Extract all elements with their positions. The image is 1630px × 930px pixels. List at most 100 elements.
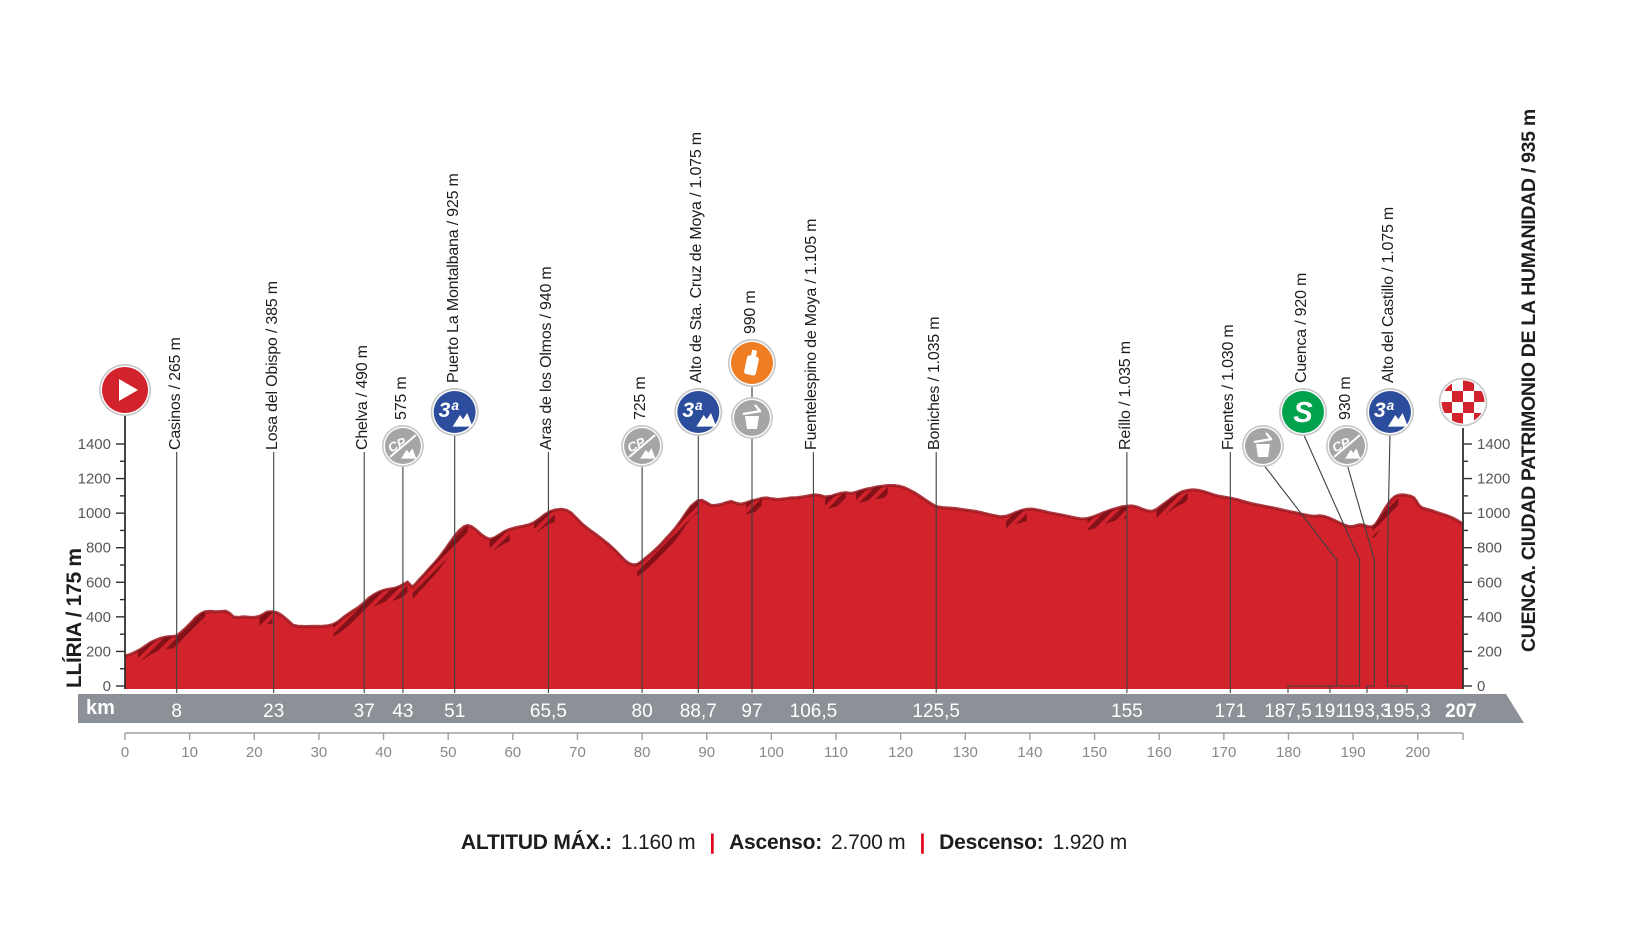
litter-zone-icon	[1242, 425, 1284, 467]
ruler-tick-label: 80	[634, 744, 651, 761]
km-bar-value-alto-sta-cruz-de-moya: 88,7	[680, 701, 717, 722]
finish-town-label: CUENCA. CIUDAD PATRIMONIO DE LA HUMANIDA…	[1518, 109, 1540, 652]
left-altitude-axis: 0 200 400 600 800 1000 1200 1400	[78, 392, 126, 695]
km-bar-value-reillo: 155	[1111, 701, 1143, 722]
ruler-tick-label: 30	[311, 744, 328, 761]
mountain-glyph	[1345, 448, 1361, 459]
cp-slash	[389, 434, 417, 458]
ruler-tick-label: 20	[246, 744, 263, 761]
axis-tick-label: 1400	[78, 436, 111, 453]
ascent-label: Ascenso:	[729, 831, 822, 854]
km-bar-value-cp-725: 80	[632, 701, 653, 722]
waypoint-label-losa-del-obispo: Losa del Obispo / 385 m	[263, 281, 281, 450]
axis-tick-label: 600	[1477, 574, 1502, 591]
axis-tick-label: 1000	[1477, 505, 1510, 522]
km-bar-value-cuenca-sprint: 191	[1314, 701, 1346, 722]
cat3-text: 3ª	[1374, 399, 1395, 422]
km-bar-value-alto-del-castillo: 195,3	[1383, 701, 1431, 722]
axis-tick-label: 0	[1477, 678, 1485, 695]
ruler-tick-label: 90	[698, 744, 715, 761]
trash-bin-body	[744, 416, 759, 429]
climb-hatch-band	[534, 510, 555, 535]
stage-stats: ALTITUD MÁX.: 1.160 m | Ascenso: 2.700 m…	[125, 831, 1463, 855]
checker-square	[1463, 380, 1474, 391]
ruler-tick-label: 50	[440, 744, 457, 761]
ascent-value: 2.700 m	[831, 831, 906, 854]
distance-ruler: 0 10 20 30 40 50 60 70 80 90 100 110 120 130 140 150 160…	[121, 732, 1464, 761]
cp-text: CP	[625, 434, 648, 455]
right-altitude-axis: 0 200 400 600 800 1000 1200 1400	[1462, 428, 1510, 695]
km-bar-value-finish: 207	[1445, 701, 1477, 722]
cp-text: CP	[386, 434, 409, 455]
ruler-tick-label: 60	[504, 744, 521, 761]
ruler-tick-label: 170	[1211, 744, 1236, 761]
start-icon	[99, 364, 151, 416]
climb-hatch-band	[636, 500, 699, 577]
ruler-tick-label: 40	[375, 744, 392, 761]
max-altitude-value: 1.160 m	[620, 831, 696, 854]
climb-hatch-band	[1006, 509, 1027, 529]
sprint-icon: S	[1279, 388, 1327, 436]
trash-bin-handle	[1265, 432, 1272, 440]
axis-tick-label: 800	[1477, 540, 1502, 557]
waypoint-label-aras-de-los-olmos: Aras de los Olmos / 940 m	[538, 266, 556, 450]
category-3-climb-icon: 3ª	[430, 388, 479, 436]
waypoint-label-puerto-la-montalbana: Puerto La Montalbana / 925 m	[444, 173, 462, 383]
start-town-label: LLÍRIA / 175 m	[63, 548, 86, 688]
cp-slash	[628, 434, 656, 458]
climb-hatch-band	[489, 529, 510, 552]
waypoint-connector-alto-del-castillo	[1386, 432, 1408, 693]
waypoint-connector-cp-930	[1346, 463, 1375, 693]
km-bar-value-puerto-la-montalbana: 51	[444, 701, 465, 722]
climb-hatch-band	[412, 525, 468, 599]
waypoint-label-alto-sta-cruz-de-moya: Alto de Sta. Cruz de Moya / 1.075 m	[688, 132, 706, 383]
axis-tick-label: 400	[1477, 609, 1502, 626]
cat3-text: 3ª	[682, 399, 703, 422]
axis-tick-label: 1200	[78, 471, 111, 488]
elevation-profile	[124, 484, 1464, 689]
cat3-text: 3ª	[439, 399, 460, 422]
axis-tick-label: 1200	[1477, 471, 1510, 488]
feed-bottle-cap	[750, 349, 758, 358]
ruler-tick-label: 100	[759, 744, 784, 761]
climb-hatch-band	[1156, 490, 1188, 522]
category-3-climb-icon: 3ª	[674, 388, 723, 436]
ruler-tick-label: 120	[888, 744, 913, 761]
climb-hatch-band	[1372, 495, 1399, 539]
waypoint-label-fuentes: Fuentes / 1.030 m	[1220, 324, 1238, 450]
mountain-glyph	[696, 412, 717, 427]
ruler-tick-label: 150	[1082, 744, 1107, 761]
ruler-tick-label: 190	[1341, 744, 1366, 761]
finish-icon	[1438, 377, 1488, 427]
climb-hatch-band	[1087, 506, 1127, 531]
waypoint-label-casinos: Casinos / 265 m	[166, 337, 184, 450]
checkpoint-icon: CP	[381, 425, 424, 467]
checker-square	[1463, 402, 1474, 413]
ruler-tick-label: 140	[1017, 744, 1042, 761]
climb-hatch-band	[856, 485, 888, 505]
axis-tick-label: 1000	[78, 505, 111, 522]
stats-separator: |	[709, 831, 716, 854]
km-bar-value-feed-990: 97	[741, 701, 762, 722]
checker-square	[1441, 402, 1452, 413]
waypoint-label-cp-930: 930 m	[1337, 376, 1354, 420]
mountain-glyph	[1388, 412, 1408, 427]
profile-area	[125, 485, 1463, 689]
category-3-climb-icon: 3ª	[1366, 388, 1414, 436]
checker-square	[1452, 391, 1463, 402]
km-bar-value-losa-del-obispo: 23	[263, 701, 284, 722]
icon-face	[1282, 391, 1324, 433]
km-bar-value-cp-930: 193,3	[1343, 701, 1391, 722]
climb-hatch-band	[333, 582, 408, 637]
mountain-glyph	[400, 448, 417, 459]
feed-bottle	[744, 355, 759, 376]
km-bar-value-litter-zone: 187,5	[1264, 701, 1312, 722]
waypoint-connector-cuenca-sprint	[1302, 432, 1361, 693]
cp-text: CP	[1330, 434, 1353, 455]
km-bar-value-fuentelespino-de-moya: 106,5	[790, 701, 838, 722]
waypoint-label-reillo: Reíllo / 1.035 m	[1116, 341, 1134, 450]
ruler-tick-label: 200	[1405, 744, 1430, 761]
waypoint-label-cuenca-sprint: Cuenca / 920 m	[1293, 272, 1310, 383]
climb-hatch-band	[137, 611, 206, 663]
waypoint-label-feed-990: 990 m	[742, 290, 759, 334]
